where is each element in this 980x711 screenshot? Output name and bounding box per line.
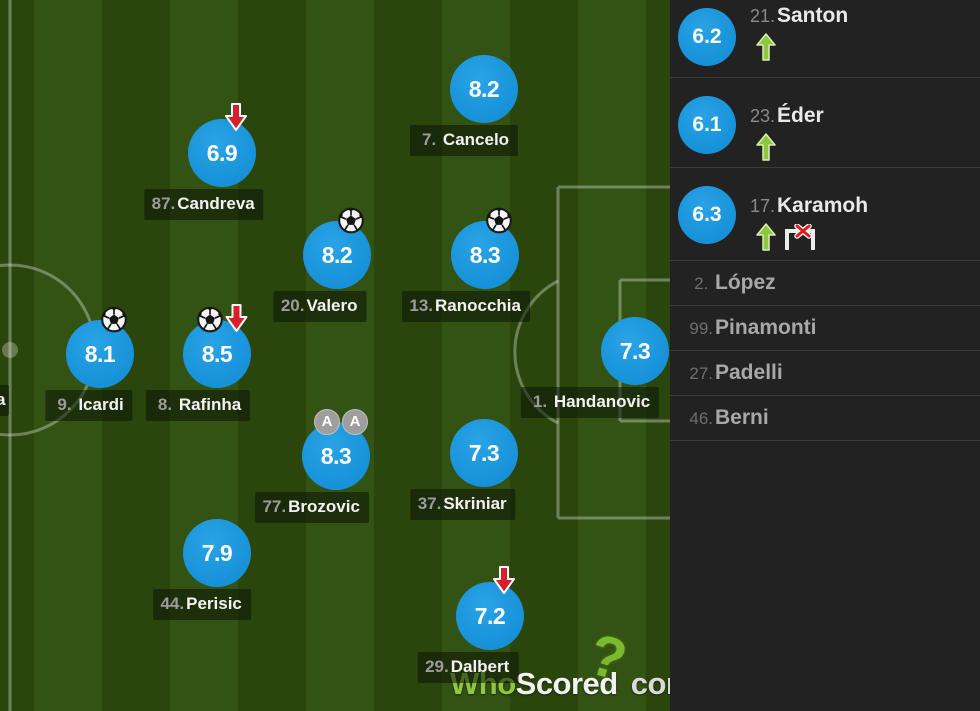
player-shirt-number: 7. <box>422 130 441 149</box>
football-pitch: a 6.9 87. Candreva 8.2 7. Cancelo 8.2 20. Valer… <box>0 0 694 711</box>
unused-player-row[interactable]: 2. López <box>670 261 980 306</box>
player-name: Perisic <box>186 594 242 613</box>
player-rating: 8.3 <box>469 241 501 268</box>
rating-down-arrow-icon <box>225 102 247 132</box>
substitute-row[interactable]: 6.3 17.Karamoh <box>670 168 980 261</box>
sub-name: Éder <box>777 104 824 127</box>
player-rating: 7.9 <box>201 539 233 566</box>
player-label: 9. Icardi <box>45 390 133 421</box>
player-rating-bubble[interactable]: 8.3 <box>451 221 519 289</box>
player-rating: 7.2 <box>474 602 506 629</box>
unused-player-row[interactable]: 27.Padelli <box>670 351 980 396</box>
sub-name: Padelli <box>715 361 783 384</box>
player-shirt-number: 13. <box>409 296 434 315</box>
sub-rating: 6.2 <box>692 25 722 48</box>
player-shirt-number: 1. <box>532 392 552 411</box>
player-label: 37. Skriniar <box>410 489 516 520</box>
player-name: Valero <box>306 296 358 315</box>
edge-partial-player-label: a <box>0 385 10 416</box>
player-shirt-number: 29. <box>425 657 449 676</box>
player-name: Icardi <box>78 395 124 414</box>
sub-name: López <box>715 271 776 294</box>
goal-icon <box>101 306 128 333</box>
sub-shirt-number: 99. <box>689 319 713 338</box>
player-label: 8. Rafinha <box>145 390 251 421</box>
goal-icon <box>486 207 513 234</box>
substitutes-sidebar: 6.2 21.Santon 6.1 23.Éder 6.3 17.Karamoh 2. Ló… <box>670 0 980 711</box>
player-rating-bubble[interactable]: 8.2 <box>303 221 371 289</box>
rating-down-arrow-icon <box>493 565 515 595</box>
player-label: 29. Dalbert <box>417 652 519 683</box>
player-shirt-number: 8. <box>157 395 177 414</box>
player-label: 44. Perisic <box>153 589 251 620</box>
sub-on-up-arrow-icon <box>756 223 776 251</box>
sub-rating-bubble[interactable]: 6.2 <box>678 8 736 66</box>
sub-shirt-number: 17. <box>749 196 775 216</box>
unused-player-row[interactable]: 99.Pinamonti <box>670 306 980 351</box>
player-shirt-number: 87. <box>151 194 176 213</box>
goal-icon <box>197 306 224 333</box>
player-rating-bubble[interactable]: 6.9 <box>188 119 256 187</box>
sub-shirt-number: 27. <box>689 364 713 383</box>
player-rating-bubble[interactable]: 7.3 <box>601 317 669 385</box>
player-name: Brozovic <box>288 497 360 516</box>
sub-rating-bubble[interactable]: 6.3 <box>678 186 736 244</box>
player-shirt-number: 20. <box>280 296 305 315</box>
sub-shirt-number: 46. <box>689 409 713 428</box>
player-shirt-number: 77. <box>262 497 287 516</box>
player-rating: 8.1 <box>84 340 116 367</box>
player-rating: 8.3 <box>320 442 352 469</box>
sub-on-up-arrow-icon <box>756 133 776 161</box>
player-name: Cancelo <box>442 130 510 149</box>
goal-icon <box>338 207 365 234</box>
player-shirt-number: 9. <box>57 395 77 414</box>
hit-woodwork-icon <box>783 222 817 251</box>
rating-down-arrow-icon <box>225 303 248 333</box>
player-shirt-number: 37. <box>417 494 442 513</box>
sub-name: Pinamonti <box>715 316 817 339</box>
assist-icon: A <box>342 409 368 435</box>
player-rating-bubble[interactable]: 8.5 <box>183 320 251 388</box>
player-label: 87. Candreva <box>144 189 264 220</box>
player-name: Rafinha <box>178 395 242 414</box>
unused-player-row[interactable]: 46.Berni <box>670 396 980 441</box>
player-name: Handanovic <box>553 392 651 411</box>
sub-name: Berni <box>715 406 769 429</box>
sub-shirt-number: 21. <box>749 6 775 26</box>
player-rating-bubble[interactable]: 7.2 <box>456 582 524 650</box>
player-shirt-number: 44. <box>160 594 185 613</box>
player-rating: 8.2 <box>468 75 500 102</box>
player-rating-bubble[interactable]: 7.3 <box>450 419 518 487</box>
sub-rating: 6.3 <box>692 203 722 226</box>
player-rating-bubble[interactable]: 8.1 <box>66 320 134 388</box>
substitute-row[interactable]: 6.1 23.Éder <box>670 78 980 168</box>
sub-rating: 6.1 <box>692 113 722 136</box>
substitute-row[interactable]: 6.2 21.Santon <box>670 0 980 78</box>
assist-icon: A <box>314 409 340 435</box>
player-name: Ranocchia <box>435 296 521 315</box>
player-rating: 7.3 <box>468 439 500 466</box>
player-label: 20. Valero <box>273 291 367 322</box>
sub-shirt-number: 23. <box>749 106 775 126</box>
player-name: Dalbert <box>450 657 510 676</box>
player-rating-bubble[interactable]: 8.2 <box>450 55 518 123</box>
player-rating: 6.9 <box>206 139 238 166</box>
player-rating: 8.2 <box>321 241 353 268</box>
sub-on-up-arrow-icon <box>756 33 776 61</box>
player-name: Skriniar <box>443 494 507 513</box>
player-label: 7. Cancelo <box>409 125 519 156</box>
player-rating: 7.3 <box>619 337 651 364</box>
player-label: 77. Brozovic <box>255 492 369 523</box>
sub-name: Karamoh <box>777 194 869 217</box>
player-rating-bubble[interactable]: 7.9 <box>183 519 251 587</box>
logo-scored: Scored <box>515 666 619 701</box>
sub-name: Santon <box>777 4 849 27</box>
sub-shirt-number: 2. <box>694 274 713 293</box>
player-name: Candreva <box>177 194 255 213</box>
player-label: 13. Ranocchia <box>402 291 530 322</box>
sub-rating-bubble[interactable]: 6.1 <box>678 96 736 154</box>
player-label: 1. Handanovic <box>520 387 660 418</box>
player-rating: 8.5 <box>201 340 233 367</box>
